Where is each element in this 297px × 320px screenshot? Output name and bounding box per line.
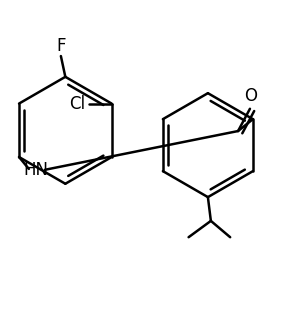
Text: HN: HN bbox=[23, 161, 48, 180]
Text: F: F bbox=[56, 36, 66, 55]
Text: Cl: Cl bbox=[69, 95, 85, 113]
Text: O: O bbox=[244, 87, 257, 105]
